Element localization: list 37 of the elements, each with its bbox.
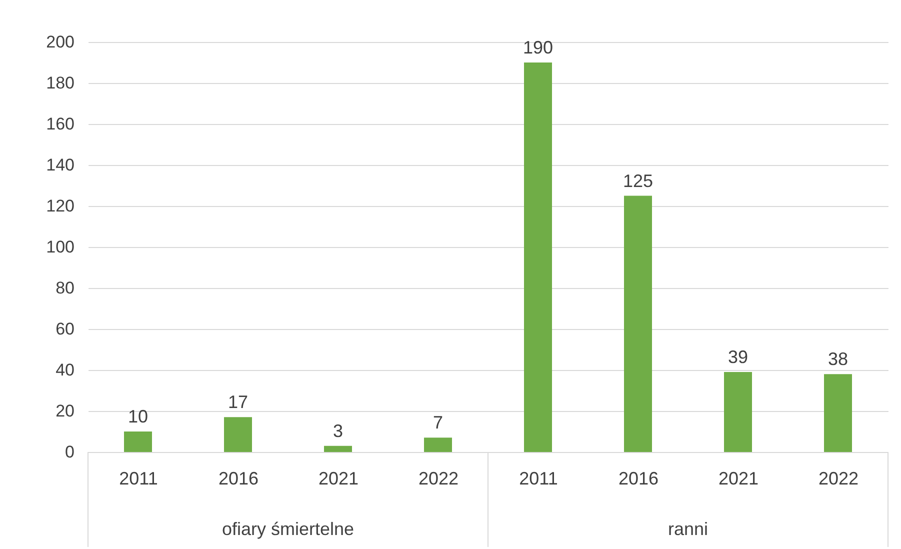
y-tick-label: 60 <box>56 320 74 338</box>
data-label: 38 <box>828 349 848 370</box>
bar <box>624 196 652 452</box>
data-label: 125 <box>622 170 654 191</box>
text: ranni <box>668 519 708 539</box>
y-tick-label: 40 <box>56 360 74 380</box>
y-tick-label: 100 <box>46 238 74 256</box>
data-label: 3 <box>332 420 344 441</box>
data-label: 190 <box>522 38 554 58</box>
data-label: 17 <box>228 392 248 412</box>
y-tick-label: 200 <box>46 32 74 52</box>
bar <box>824 374 852 452</box>
x-tick-label: 2021 <box>718 468 759 488</box>
bar <box>124 432 152 452</box>
bar <box>324 446 352 452</box>
x-tick-label: 2016 <box>218 468 259 488</box>
x-tick-label: 2021 <box>318 468 359 488</box>
bar <box>424 438 452 452</box>
y-tick-label: 20 <box>56 402 74 420</box>
y-tick-label: 0 <box>65 442 74 462</box>
x-tick-label: 2011 <box>519 468 558 488</box>
x-tick-label: 2011 <box>119 468 158 488</box>
bar <box>224 417 252 452</box>
text: ofiary śmiertelne <box>222 519 354 539</box>
y-tick-label: 160 <box>46 114 74 134</box>
y-tick-label: 180 <box>46 74 74 92</box>
y-tick-label: 140 <box>46 156 74 174</box>
data-label: 7 <box>432 412 444 433</box>
data-label: 10 <box>128 406 148 426</box>
data-label: 39 <box>728 347 748 368</box>
x-tick-label: 2016 <box>618 468 659 488</box>
y-tick-label: 120 <box>46 196 74 216</box>
x-tick-label: 2022 <box>818 468 859 488</box>
y-tick-label: 80 <box>56 278 74 298</box>
x-tick-label: 2022 <box>418 468 459 488</box>
bar <box>524 62 552 452</box>
bar <box>724 372 752 452</box>
